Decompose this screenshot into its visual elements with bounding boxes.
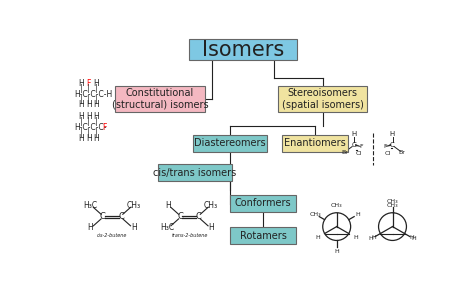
Text: H: H [86, 112, 91, 121]
Text: C: C [118, 212, 124, 221]
Text: |: | [80, 117, 82, 127]
Text: H: H [93, 100, 100, 109]
Text: H-C-C-C-: H-C-C-C- [74, 123, 107, 132]
Text: |: | [87, 117, 90, 127]
Text: |: | [95, 95, 98, 104]
Text: C: C [351, 142, 356, 148]
Text: H: H [390, 131, 395, 137]
Text: cis/trans isomers: cis/trans isomers [153, 168, 237, 178]
Text: H: H [351, 131, 356, 137]
Text: |: | [95, 117, 98, 127]
Text: Diastereomers: Diastereomers [194, 138, 265, 148]
Text: CH₃: CH₃ [204, 201, 218, 210]
Text: F: F [87, 79, 91, 88]
Text: H: H [93, 112, 100, 121]
Text: H: H [334, 249, 339, 254]
Text: |: | [95, 84, 98, 93]
Text: H: H [78, 134, 84, 143]
Polygon shape [385, 144, 391, 146]
Text: H: H [411, 236, 416, 241]
Text: Cl: Cl [356, 151, 362, 156]
Text: Stereoisomers
(spatial isomers): Stereoisomers (spatial isomers) [282, 88, 364, 110]
Text: Enantiomers: Enantiomers [284, 138, 346, 148]
FancyBboxPatch shape [282, 135, 348, 152]
Text: CH₃: CH₃ [310, 212, 321, 217]
FancyBboxPatch shape [116, 86, 205, 112]
Text: Rotamers: Rotamers [240, 231, 286, 241]
Text: H: H [353, 235, 358, 240]
Text: H: H [78, 79, 84, 88]
FancyBboxPatch shape [230, 195, 296, 212]
FancyBboxPatch shape [193, 135, 266, 152]
Text: Constitutional
(structural) isomers: Constitutional (structural) isomers [112, 88, 208, 110]
Text: Br: Br [341, 150, 348, 155]
Text: H: H [78, 112, 84, 121]
Text: H: H [86, 134, 91, 143]
Text: CH₃: CH₃ [387, 200, 398, 204]
Text: Isomers: Isomers [202, 40, 284, 59]
Text: H: H [93, 79, 100, 88]
Text: C: C [196, 212, 202, 221]
Text: F: F [383, 144, 387, 149]
Text: CH₃: CH₃ [127, 201, 141, 210]
FancyBboxPatch shape [278, 86, 367, 112]
Text: H-C-C-C-H: H-C-C-C-H [74, 90, 112, 99]
Text: Conformers: Conformers [235, 198, 292, 208]
Text: H: H [87, 223, 93, 232]
Text: trans-2-butene: trans-2-butene [171, 233, 208, 238]
Text: C: C [390, 142, 395, 148]
Text: F: F [102, 123, 106, 132]
Text: |: | [87, 84, 90, 93]
Text: H: H [356, 212, 361, 217]
Text: |: | [87, 128, 90, 137]
Text: C: C [177, 212, 183, 221]
Text: H: H [369, 236, 374, 241]
Text: H₃C: H₃C [83, 201, 97, 210]
FancyBboxPatch shape [189, 40, 297, 59]
Text: H: H [409, 235, 414, 240]
Text: F: F [360, 144, 363, 149]
Text: H: H [316, 235, 320, 240]
Text: H: H [165, 201, 171, 210]
Text: H: H [371, 235, 376, 240]
Text: C: C [100, 212, 106, 221]
Text: H: H [208, 223, 214, 232]
Text: H₃C: H₃C [161, 223, 175, 232]
Text: H: H [131, 223, 137, 232]
Text: |: | [80, 128, 82, 137]
Text: CH₃: CH₃ [387, 203, 398, 208]
Text: H: H [78, 100, 84, 109]
Text: H: H [93, 134, 100, 143]
Polygon shape [356, 144, 361, 146]
Text: |: | [80, 95, 82, 104]
Text: Br: Br [398, 150, 405, 155]
Text: |: | [80, 84, 82, 93]
Text: cis-2-butene: cis-2-butene [97, 233, 127, 238]
FancyBboxPatch shape [230, 228, 296, 244]
Text: Cl: Cl [385, 151, 391, 156]
Text: |: | [87, 95, 90, 104]
FancyBboxPatch shape [158, 164, 232, 181]
Text: H: H [86, 100, 91, 109]
Text: |: | [95, 128, 98, 137]
Text: CH₃: CH₃ [331, 203, 343, 208]
